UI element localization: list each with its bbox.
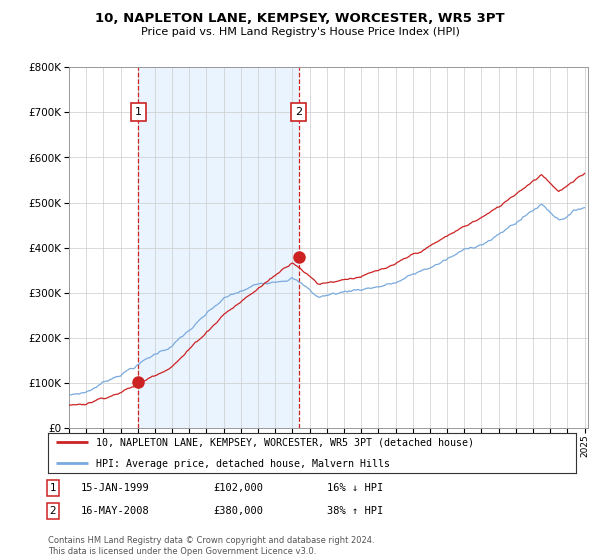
- Text: 1: 1: [49, 483, 56, 493]
- Text: 10, NAPLETON LANE, KEMPSEY, WORCESTER, WR5 3PT (detached house): 10, NAPLETON LANE, KEMPSEY, WORCESTER, W…: [95, 438, 473, 448]
- Text: 38% ↑ HPI: 38% ↑ HPI: [327, 506, 383, 516]
- Text: 15-JAN-1999: 15-JAN-1999: [81, 483, 150, 493]
- Text: 16-MAY-2008: 16-MAY-2008: [81, 506, 150, 516]
- Text: Price paid vs. HM Land Registry's House Price Index (HPI): Price paid vs. HM Land Registry's House …: [140, 27, 460, 37]
- Text: 1: 1: [135, 108, 142, 118]
- Text: £102,000: £102,000: [213, 483, 263, 493]
- Text: 10, NAPLETON LANE, KEMPSEY, WORCESTER, WR5 3PT: 10, NAPLETON LANE, KEMPSEY, WORCESTER, W…: [95, 12, 505, 25]
- Text: Contains HM Land Registry data © Crown copyright and database right 2024.
This d: Contains HM Land Registry data © Crown c…: [48, 536, 374, 556]
- Text: £380,000: £380,000: [213, 506, 263, 516]
- Text: 16% ↓ HPI: 16% ↓ HPI: [327, 483, 383, 493]
- Bar: [139, 67, 299, 428]
- Text: 2: 2: [49, 506, 56, 516]
- Text: HPI: Average price, detached house, Malvern Hills: HPI: Average price, detached house, Malv…: [95, 459, 389, 469]
- Text: 2: 2: [295, 108, 302, 118]
